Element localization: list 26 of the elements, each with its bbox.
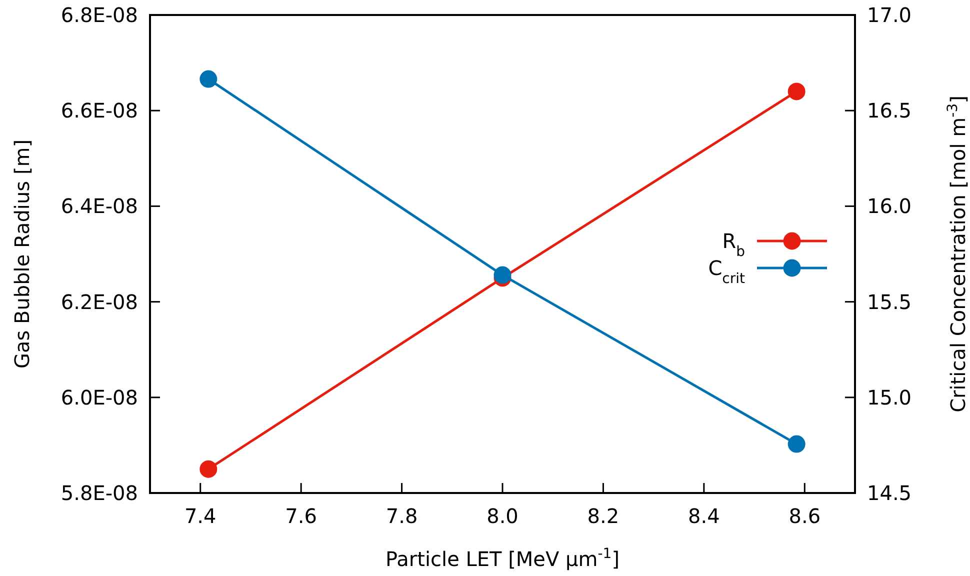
y2-tick-label: 17.0	[867, 3, 912, 27]
y-tick-label: 6.2E-08	[60, 290, 138, 314]
y-tick-label: 6.4E-08	[60, 194, 138, 218]
x-axis-title: Particle LET [MeV µm$^{-1}$]	[386, 546, 620, 571]
point	[788, 435, 806, 453]
y2-tick-label: 16.0	[867, 194, 912, 218]
y2-tick-label: 16.5	[867, 98, 912, 123]
x-tick-label: 8.4	[688, 504, 720, 528]
x-tick-label: 8.0	[486, 504, 518, 528]
x-tick-label: 7.4	[184, 504, 216, 528]
x-tick-label: 7.8	[386, 504, 418, 528]
y-axis-title: Gas Bubble Radius [m]	[10, 139, 34, 369]
y-tick-label: 6.0E-08	[60, 385, 138, 410]
point	[494, 266, 512, 284]
point	[200, 460, 218, 478]
y-tick-label: 6.6E-08	[60, 98, 138, 123]
x-tick-label: 8.2	[587, 504, 620, 528]
y-tick-label: 5.8E-08	[60, 481, 138, 505]
y-tick-label: 6.8E-08	[60, 3, 138, 27]
point	[200, 70, 218, 88]
y2-tick-label: 14.5	[867, 481, 912, 505]
x-tick-label: 7.6	[285, 504, 317, 528]
point	[788, 82, 806, 100]
y2-tick-label: 15.5	[867, 290, 912, 314]
x-tick-label: 8.6	[788, 504, 821, 528]
y2-tick-label: 15.0	[867, 385, 912, 410]
